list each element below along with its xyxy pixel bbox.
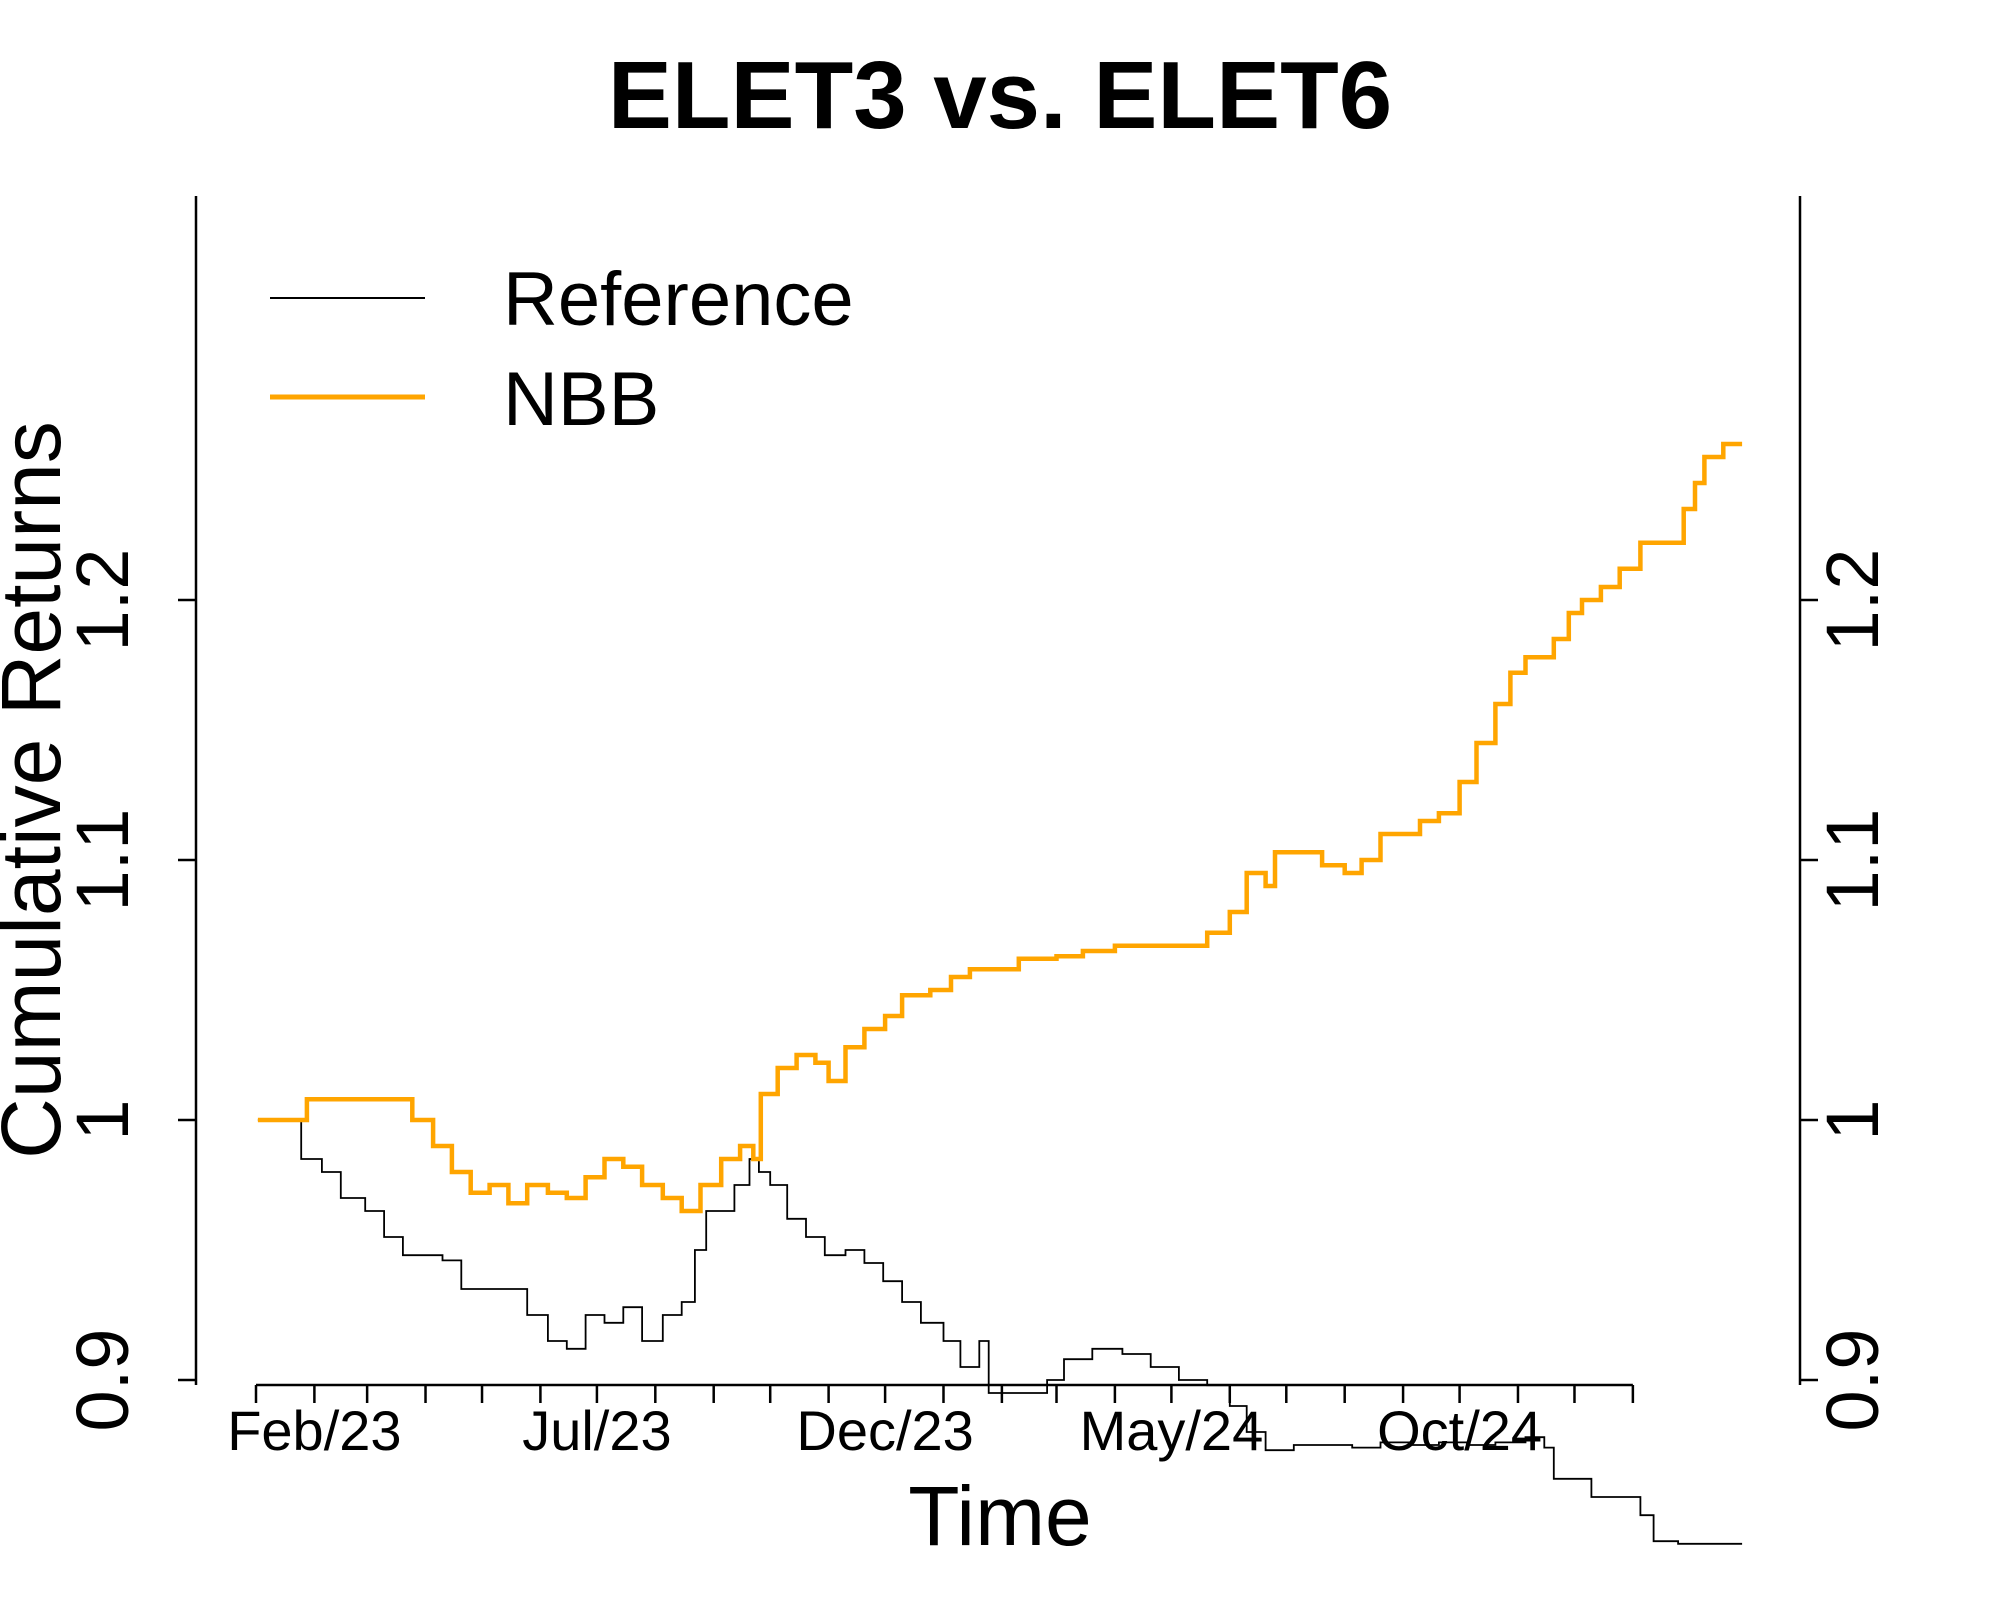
y-tick-label-right-2: 1.1 [1811,809,1894,912]
legend-label-reference: Reference [503,257,854,342]
y-axis-title: Cumulative Returns [0,421,78,1159]
y-tick-label-left-3: 1.2 [61,549,144,652]
chart-title: ELET3 vs. ELET6 [608,42,1392,149]
x-tick-label-1: Jul/23 [522,1399,671,1462]
legend-label-nbb: NBB [503,357,659,442]
y-tick-label-left-2: 1.1 [61,809,144,912]
x-tick-label-4: Oct/24 [1377,1399,1542,1462]
x-ticks: Feb/23 Jul/23 Dec/23 May/24 Oct/24 [227,1385,1635,1462]
x-tick-label-0: Feb/23 [227,1399,401,1462]
y-ticks-left: 0.9 1 1.1 1.2 [61,549,196,1432]
y-tick-label-right-0: 0.9 [1811,1329,1894,1432]
legend: Reference NBB [270,257,854,442]
series-layer [257,441,1743,1545]
x-tick-label-2: Dec/23 [796,1399,973,1462]
y-ticks-right: 0.9 1 1.1 1.2 [1800,549,1894,1432]
series-line-nbb [257,441,1743,1214]
y-tick-label-right-3: 1.2 [1811,549,1894,652]
y-tick-label-left-1: 1 [61,1099,144,1140]
x-axis-title: Time [908,1469,1092,1563]
y-tick-label-left-0: 0.9 [61,1329,144,1432]
x-tick-label-3: May/24 [1080,1399,1264,1462]
y-tick-label-right-1: 1 [1811,1099,1894,1140]
series-line-reference [257,1119,1743,1545]
